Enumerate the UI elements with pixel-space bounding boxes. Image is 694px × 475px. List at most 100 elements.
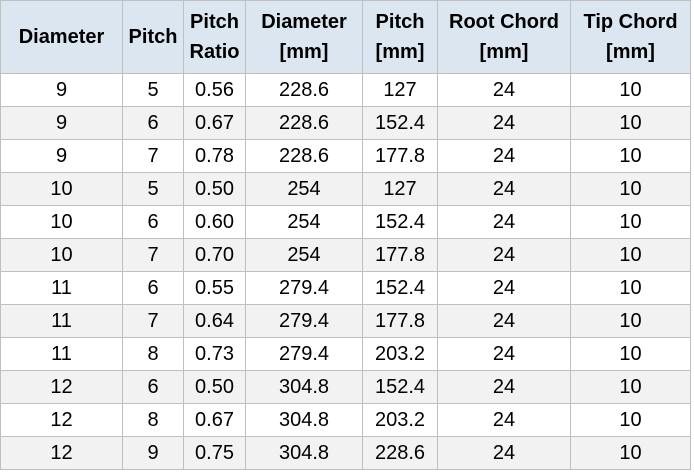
table-cell: 9 <box>122 436 184 470</box>
table-cell: 10 <box>570 205 691 239</box>
header-cell: Tip Chord [mm] <box>570 0 691 74</box>
table-cell: 10 <box>0 172 123 206</box>
table-cell: 12 <box>0 403 123 437</box>
table-cell: 0.55 <box>183 271 246 305</box>
table-cell: 12 <box>0 370 123 404</box>
table-cell: 177.8 <box>362 139 438 173</box>
table-cell: 0.50 <box>183 172 246 206</box>
table-cell: 9 <box>0 139 123 173</box>
table-cell: 152.4 <box>362 271 438 305</box>
table-cell: 6 <box>122 271 184 305</box>
table-cell: 24 <box>437 238 571 272</box>
table-cell: 6 <box>122 106 184 140</box>
table-cell: 0.56 <box>183 73 246 107</box>
table-cell: 228.6 <box>245 73 363 107</box>
table-row: 9 5 0.56 228.6 127 24 10 <box>0 73 691 107</box>
header-cell: Diameter [mm] <box>245 0 363 74</box>
table-row: 12 6 0.50 304.8 152.4 24 10 <box>0 370 691 404</box>
table-cell: 24 <box>437 370 571 404</box>
table-cell: 152.4 <box>362 205 438 239</box>
table-cell: 152.4 <box>362 370 438 404</box>
table-cell: 24 <box>437 73 571 107</box>
table-cell: 152.4 <box>362 106 438 140</box>
table-row: 11 8 0.73 279.4 203.2 24 10 <box>0 337 691 371</box>
table-cell: 7 <box>122 139 184 173</box>
table-cell: 6 <box>122 370 184 404</box>
table-cell: 11 <box>0 271 123 305</box>
table-cell: 24 <box>437 271 571 305</box>
table-cell: 0.50 <box>183 370 246 404</box>
table-cell: 10 <box>570 403 691 437</box>
table-cell: 254 <box>245 205 363 239</box>
table-cell: 0.75 <box>183 436 246 470</box>
table-cell: 10 <box>570 304 691 338</box>
header-cell: Pitch [mm] <box>362 0 438 74</box>
table-cell: 7 <box>122 238 184 272</box>
table-cell: 24 <box>437 205 571 239</box>
table-cell: 228.6 <box>245 139 363 173</box>
table-row: 11 6 0.55 279.4 152.4 24 10 <box>0 271 691 305</box>
table-cell: 0.67 <box>183 106 246 140</box>
table-cell: 10 <box>570 172 691 206</box>
table-cell: 8 <box>122 403 184 437</box>
header-cell: Root Chord [mm] <box>437 0 571 74</box>
table-cell: 8 <box>122 337 184 371</box>
header-row: Diameter Pitch Pitch Ratio Diameter [mm] Pit… <box>0 0 691 74</box>
table-cell: 304.8 <box>245 403 363 437</box>
table-cell: 127 <box>362 73 438 107</box>
table-cell: 24 <box>437 106 571 140</box>
table-cell: 10 <box>570 370 691 404</box>
table-cell: 203.2 <box>362 337 438 371</box>
table-cell: 24 <box>437 304 571 338</box>
table-cell: 5 <box>122 172 184 206</box>
table-row: 10 7 0.70 254 177.8 24 10 <box>0 238 691 272</box>
table-row: 12 8 0.67 304.8 203.2 24 10 <box>0 403 691 437</box>
table-cell: 0.78 <box>183 139 246 173</box>
table-cell: 9 <box>0 73 123 107</box>
table-cell: 10 <box>0 205 123 239</box>
table-cell: 304.8 <box>245 370 363 404</box>
table-cell: 254 <box>245 172 363 206</box>
table-cell: 0.67 <box>183 403 246 437</box>
table-cell: 24 <box>437 172 571 206</box>
table-cell: 0.64 <box>183 304 246 338</box>
header-cell: Pitch Ratio <box>183 0 246 74</box>
table-cell: 10 <box>570 139 691 173</box>
table-cell: 10 <box>570 238 691 272</box>
table-body: 9 5 0.56 228.6 127 24 10 9 6 0.67 228.6 152.4 24 10 9 7… <box>0 73 691 470</box>
table-cell: 24 <box>437 337 571 371</box>
table-cell: 11 <box>0 304 123 338</box>
table-cell: 24 <box>437 436 571 470</box>
table-cell: 279.4 <box>245 304 363 338</box>
table-row: 12 9 0.75 304.8 228.6 24 10 <box>0 436 691 470</box>
table-cell: 228.6 <box>245 106 363 140</box>
table-cell: 5 <box>122 73 184 107</box>
table-cell: 24 <box>437 139 571 173</box>
table-cell: 177.8 <box>362 238 438 272</box>
table-cell: 24 <box>437 403 571 437</box>
table-cell: 10 <box>570 436 691 470</box>
table-cell: 304.8 <box>245 436 363 470</box>
table-cell: 228.6 <box>362 436 438 470</box>
table-row: 9 7 0.78 228.6 177.8 24 10 <box>0 139 691 173</box>
table-row: 10 6 0.60 254 152.4 24 10 <box>0 205 691 239</box>
table-cell: 9 <box>0 106 123 140</box>
table-cell: 254 <box>245 238 363 272</box>
table-cell: 10 <box>570 106 691 140</box>
table-cell: 127 <box>362 172 438 206</box>
table-cell: 7 <box>122 304 184 338</box>
table-cell: 6 <box>122 205 184 239</box>
table-row: 10 5 0.50 254 127 24 10 <box>0 172 691 206</box>
table-cell: 0.73 <box>183 337 246 371</box>
table-cell: 10 <box>570 73 691 107</box>
table-row: 9 6 0.67 228.6 152.4 24 10 <box>0 106 691 140</box>
table-cell: 0.70 <box>183 238 246 272</box>
table-row: 11 7 0.64 279.4 177.8 24 10 <box>0 304 691 338</box>
header-cell: Diameter <box>0 0 123 74</box>
table-cell: 203.2 <box>362 403 438 437</box>
table-cell: 10 <box>570 271 691 305</box>
table-cell: 11 <box>0 337 123 371</box>
table-cell: 10 <box>0 238 123 272</box>
